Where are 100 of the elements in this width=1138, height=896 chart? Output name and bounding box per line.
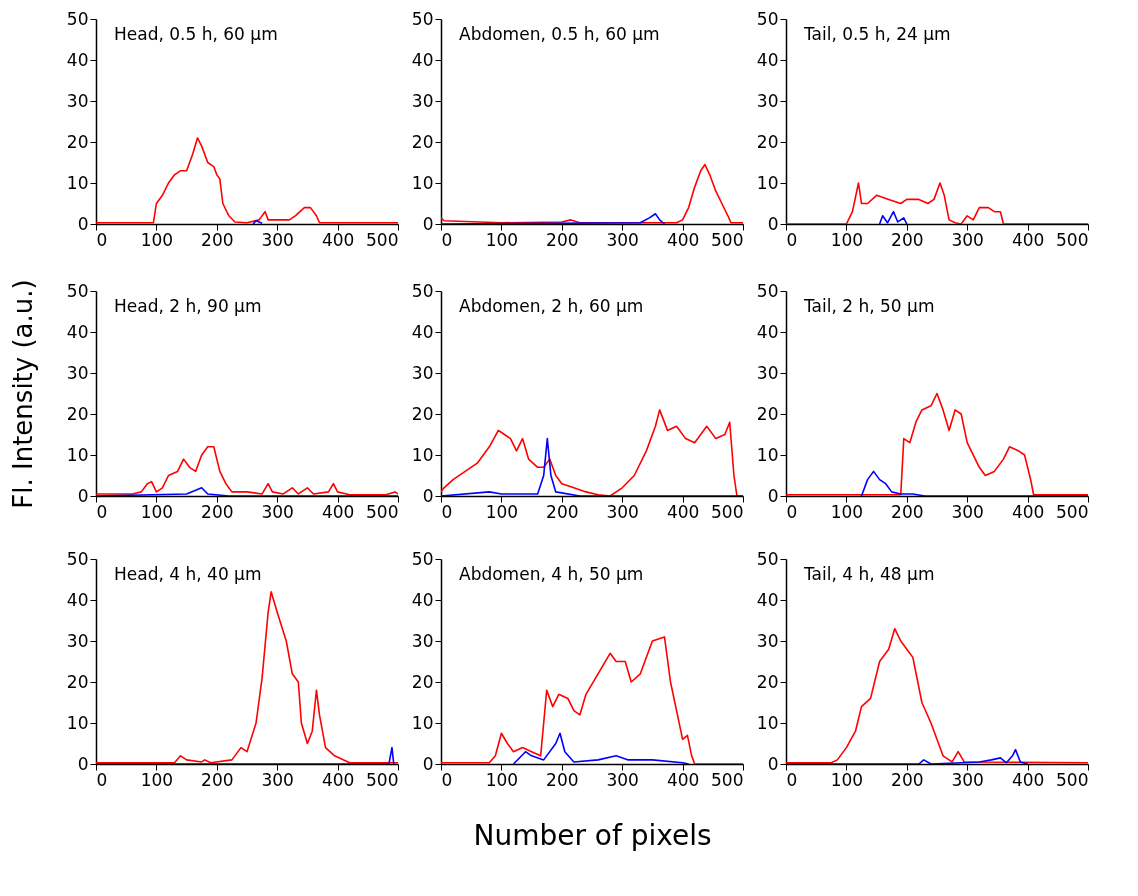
- x-tick-label: 500: [1056, 769, 1089, 790]
- y-tick-label: 50: [411, 8, 434, 29]
- x-tick-label: 200: [546, 769, 579, 790]
- y-tick-label: 50: [66, 280, 89, 301]
- x-tick-label: 0: [786, 501, 798, 522]
- x-tick-label: 500: [711, 501, 744, 522]
- x-tick-label: 500: [366, 769, 399, 790]
- x-tick-label: 500: [366, 229, 399, 250]
- x-tick-label: 400: [321, 769, 355, 790]
- chart-title: Tail, 0.5 h, 24 µm: [803, 24, 951, 44]
- y-tick-label: 10: [411, 712, 434, 733]
- x-tick-label: 100: [140, 769, 174, 790]
- y-tick-label: 50: [66, 548, 89, 569]
- x-tick-label: 400: [1011, 769, 1045, 790]
- y-tick-label: 40: [411, 321, 434, 342]
- x-tick-label: 0: [441, 769, 453, 790]
- y-tick-label: 50: [411, 280, 434, 301]
- y-tick-label: 30: [66, 90, 89, 111]
- x-tick-label: 100: [830, 229, 864, 250]
- x-tick-label: 300: [261, 501, 294, 522]
- y-tick-label: 20: [66, 403, 89, 424]
- chart-title: Tail, 2 h, 50 µm: [803, 296, 935, 316]
- chart-title: Tail, 4 h, 48 µm: [803, 564, 935, 584]
- x-tick-label: 0: [96, 501, 108, 522]
- y-tick-label: 0: [77, 753, 89, 774]
- x-tick-label: 500: [711, 229, 744, 250]
- y-tick-label: 10: [411, 444, 434, 465]
- y-tick-label: 50: [411, 548, 434, 569]
- x-tick-label: 400: [666, 229, 700, 250]
- y-tick-label: 20: [66, 131, 89, 152]
- y-tick-label: 20: [756, 671, 779, 692]
- y-tick-label: 50: [756, 280, 779, 301]
- y-tick-label: 40: [66, 49, 89, 70]
- x-tick-label: 200: [201, 501, 234, 522]
- y-tick-label: 30: [756, 362, 779, 383]
- line-series: [860, 470, 1088, 496]
- x-tick-label: 300: [951, 229, 984, 250]
- y-tick-label: 50: [756, 8, 779, 29]
- x-tick-label: 200: [891, 769, 924, 790]
- y-tick-label: 10: [66, 712, 89, 733]
- y-tick-label: 0: [767, 753, 779, 774]
- x-tick-label: 0: [96, 229, 108, 250]
- x-tick-label: 0: [96, 769, 108, 790]
- y-tick-label: 10: [756, 444, 779, 465]
- x-tick-label: 100: [485, 769, 519, 790]
- y-tick-label: 20: [756, 131, 779, 152]
- x-tick-label: 200: [546, 229, 579, 250]
- y-tick-label: 40: [756, 49, 779, 70]
- y-axis-title: Fl. Intensity (a.u.): [7, 279, 38, 509]
- y-tick-label: 20: [756, 403, 779, 424]
- x-tick-label: 0: [786, 769, 798, 790]
- y-tick-label: 10: [66, 172, 89, 193]
- x-tick-label: 200: [891, 501, 924, 522]
- y-tick-label: 40: [411, 589, 434, 610]
- line-series: [441, 212, 666, 224]
- x-axis-title: Number of pixels: [473, 818, 712, 852]
- line-series: [512, 732, 690, 764]
- x-tick-label: 500: [711, 769, 744, 790]
- y-tick-label: 20: [411, 671, 434, 692]
- y-tick-label: 0: [77, 213, 89, 234]
- y-tick-label: 0: [767, 485, 779, 506]
- y-tick-label: 40: [756, 321, 779, 342]
- y-tick-label: 30: [66, 630, 89, 651]
- x-tick-label: 400: [1011, 501, 1045, 522]
- x-tick-label: 0: [441, 501, 453, 522]
- y-tick-label: 40: [756, 589, 779, 610]
- y-tick-label: 20: [411, 131, 434, 152]
- chart-title: Abdomen, 2 h, 60 µm: [459, 296, 644, 316]
- y-tick-label: 20: [411, 403, 434, 424]
- x-tick-label: 300: [606, 501, 639, 522]
- x-tick-label: 400: [1011, 229, 1045, 250]
- y-tick-label: 40: [66, 321, 89, 342]
- x-tick-label: 0: [441, 229, 453, 250]
- x-tick-label: 100: [485, 229, 519, 250]
- y-tick-label: 40: [66, 589, 89, 610]
- chart-title: Head, 4 h, 40 µm: [114, 564, 262, 584]
- y-tick-label: 30: [411, 90, 434, 111]
- x-tick-label: 300: [606, 229, 639, 250]
- x-tick-label: 100: [140, 229, 174, 250]
- x-tick-label: 100: [140, 501, 174, 522]
- y-tick-label: 0: [77, 485, 89, 506]
- x-tick-label: 200: [546, 501, 579, 522]
- y-tick-label: 30: [411, 630, 434, 651]
- y-tick-label: 50: [66, 8, 89, 29]
- y-tick-label: 10: [66, 444, 89, 465]
- y-tick-label: 30: [756, 90, 779, 111]
- x-tick-label: 300: [951, 501, 984, 522]
- x-tick-label: 200: [891, 229, 924, 250]
- y-tick-label: 50: [756, 548, 779, 569]
- chart-title: Abdomen, 0.5 h, 60 µm: [459, 24, 660, 44]
- y-tick-label: 0: [422, 485, 434, 506]
- x-tick-label: 500: [366, 501, 399, 522]
- y-tick-label: 40: [411, 49, 434, 70]
- x-tick-label: 200: [201, 229, 234, 250]
- chart-title: Head, 0.5 h, 60 µm: [114, 24, 278, 44]
- x-tick-label: 400: [666, 501, 700, 522]
- x-tick-label: 300: [606, 769, 639, 790]
- y-tick-label: 0: [767, 213, 779, 234]
- line-series: [786, 748, 1029, 764]
- x-tick-label: 500: [1056, 229, 1089, 250]
